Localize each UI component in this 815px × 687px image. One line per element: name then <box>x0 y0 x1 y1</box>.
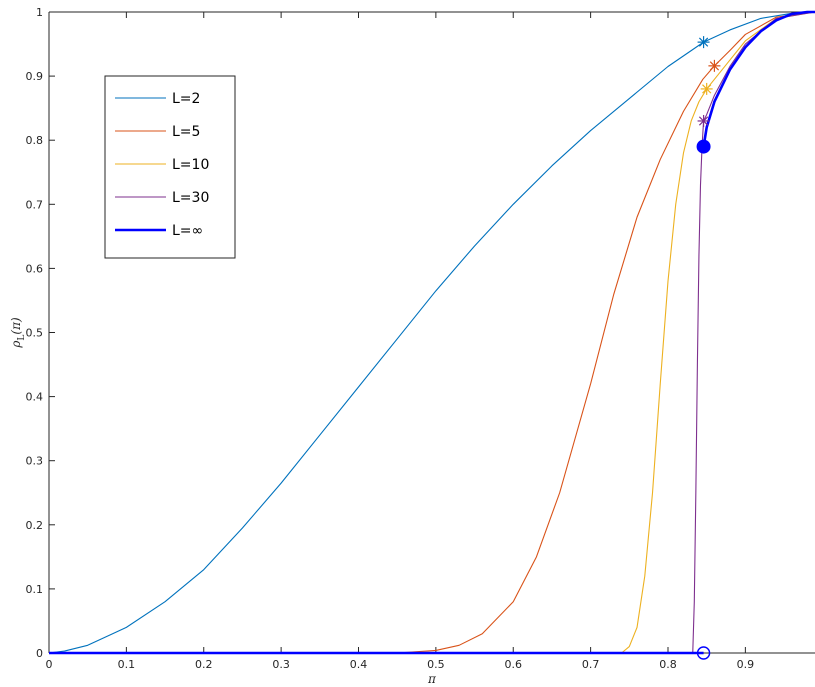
legend-label: L=∞ <box>172 223 203 239</box>
y-tick-label: 0.8 <box>26 134 44 147</box>
y-tick-label: 0.2 <box>26 519 44 532</box>
x-tick-label: 0.3 <box>272 658 290 671</box>
asterisk-marker <box>700 82 713 95</box>
x-axis-label: π <box>427 672 437 686</box>
x-tick-label: 0 <box>46 658 53 671</box>
series-line-2 <box>49 11 815 654</box>
x-tick-label: 0.9 <box>737 658 755 671</box>
x-tick-label: 0.5 <box>427 658 445 671</box>
legend-label: L=10 <box>172 157 209 173</box>
series-group <box>48 10 815 655</box>
asterisk-marker <box>697 114 710 127</box>
y-axis-label: ρL(π) <box>9 317 27 349</box>
y-axis-label-tail: (π) <box>9 317 23 335</box>
asterisk-marker <box>708 59 721 72</box>
y-tick-label: 0.3 <box>26 455 44 468</box>
legend-box <box>104 75 236 259</box>
y-tick-label: 0.4 <box>26 391 44 404</box>
open-circle-marker <box>696 646 711 660</box>
legend-label: L=2 <box>172 91 200 107</box>
markers-group <box>696 36 721 660</box>
y-tick-label: 0.9 <box>26 70 44 83</box>
y-tick-label: 0.7 <box>26 198 44 211</box>
asterisk-marker <box>697 36 710 49</box>
series-line-1 <box>48 11 815 654</box>
x-tick-label: 0.2 <box>195 658 213 671</box>
y-tick-label: 0 <box>36 647 43 660</box>
x-tick-label: 0.6 <box>504 658 522 671</box>
y-tick-label: 1 <box>36 6 43 19</box>
series-line-3 <box>49 11 815 654</box>
x-tick-label: 0.1 <box>118 658 136 671</box>
y-axis-label-subscript: L <box>17 335 27 341</box>
filled-circle-marker <box>696 139 711 154</box>
legend-label: L=5 <box>172 124 200 140</box>
legend: L=2 L=5 L=10 L=30 L=∞ <box>104 75 236 259</box>
legend-label: L=30 <box>172 190 209 206</box>
x-tick-label: 0.4 <box>350 658 368 671</box>
y-axis-label-main: ρ <box>9 341 23 349</box>
y-tick-label: 0.6 <box>26 262 44 275</box>
y-tick-label: 0.5 <box>26 327 44 340</box>
series-line-5 <box>49 10 815 655</box>
x-tick-label: 0.7 <box>582 658 600 671</box>
y-tick-label: 0.1 <box>26 583 44 596</box>
x-tick-label: 0.8 <box>659 658 677 671</box>
